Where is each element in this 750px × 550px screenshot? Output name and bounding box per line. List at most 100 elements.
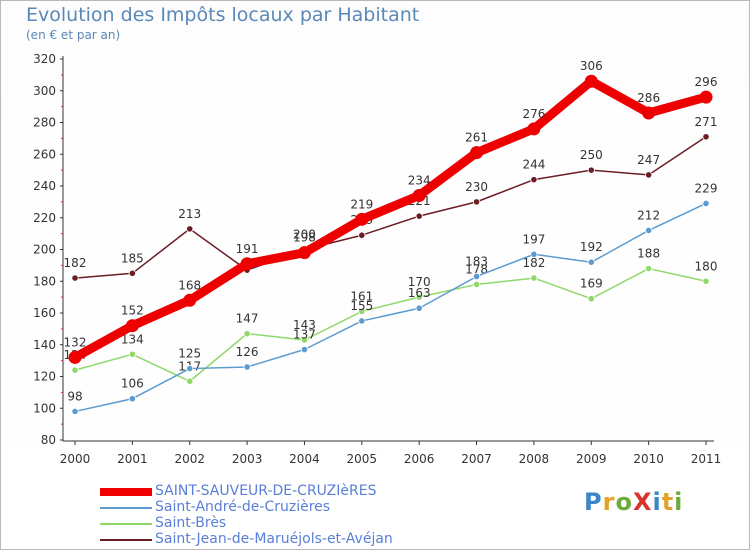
chart-title: Evolution des Impôts locaux par Habitant	[26, 4, 420, 26]
data-label-saint-jean-de-maruejols-et-avejan: 244	[522, 158, 545, 172]
series-line-saint-jean-de-maruejols-et-avejan	[74, 136, 707, 279]
data-point-saint-sauveur-de-cruzieres	[68, 350, 82, 364]
data-label-saint-bres: 170	[408, 275, 431, 289]
data-label-saint-bres: 188	[637, 247, 660, 261]
data-point-saint-andre-de-cruzieres	[587, 258, 595, 266]
data-label-saint-andre-de-cruzieres: 155	[350, 299, 373, 313]
y-tick-label: 320	[33, 52, 56, 66]
data-label-saint-jean-de-maruejols-et-avejan: 182	[64, 256, 87, 270]
data-point-saint-bres	[71, 366, 79, 374]
y-tick-label: 160	[33, 306, 56, 320]
data-label-saint-andre-de-cruzieres: 192	[580, 240, 603, 254]
series-line-saint-bres	[74, 267, 707, 383]
data-point-saint-jean-de-maruejols-et-avejan	[358, 231, 366, 239]
y-tick-label: 220	[33, 211, 56, 225]
data-label-saint-sauveur-de-cruzieres: 152	[121, 304, 144, 318]
data-label-saint-sauveur-de-cruzieres: 276	[522, 107, 545, 121]
series-line-saint-andre-de-cruzieres	[74, 202, 707, 413]
data-point-saint-bres	[128, 350, 136, 358]
data-point-saint-jean-de-maruejols-et-avejan	[530, 176, 538, 184]
data-point-saint-bres	[587, 295, 595, 303]
data-label-saint-andre-de-cruzieres: 197	[522, 232, 545, 246]
data-point-saint-bres	[645, 264, 653, 273]
x-tick-label: 2000	[60, 452, 91, 466]
y-tick-label: 200	[33, 243, 56, 257]
data-point-saint-andre-de-cruzieres	[472, 272, 481, 281]
data-label-saint-sauveur-de-cruzieres: 168	[178, 278, 201, 292]
data-point-saint-andre-de-cruzieres	[186, 364, 194, 373]
legend-swatch-saint-bres	[100, 523, 152, 525]
data-point-saint-sauveur-de-cruzieres	[642, 106, 656, 120]
data-point-saint-jean-de-maruejols-et-avejan	[186, 225, 194, 233]
data-point-saint-andre-de-cruzieres	[702, 199, 710, 208]
data-label-saint-andre-de-cruzieres: 98	[67, 389, 82, 403]
data-label-saint-jean-de-maruejols-et-avejan: 271	[695, 115, 718, 129]
data-label-saint-bres: 182	[522, 256, 545, 270]
data-label-saint-andre-de-cruzieres: 229	[695, 181, 718, 195]
data-point-saint-sauveur-de-cruzieres	[125, 319, 139, 333]
y-tick-label: 120	[33, 370, 56, 384]
x-tick-label: 2007	[461, 452, 492, 466]
data-point-saint-jean-de-maruejols-et-avejan	[587, 166, 595, 174]
data-point-saint-bres	[243, 330, 251, 338]
data-label-saint-andre-de-cruzieres: 212	[637, 208, 660, 222]
data-point-saint-bres	[300, 336, 309, 344]
data-point-saint-jean-de-maruejols-et-avejan	[645, 171, 653, 179]
data-point-saint-sauveur-de-cruzieres	[470, 146, 484, 160]
proxiti-logo: ProXiti	[584, 488, 684, 516]
data-label-saint-sauveur-de-cruzieres: 296	[695, 75, 718, 89]
legend-swatch-saint-andre	[100, 507, 152, 509]
chart-subtitle: (en € et par an)	[26, 28, 121, 42]
data-label-saint-jean-de-maruejols-et-avejan: 230	[465, 180, 488, 194]
data-point-saint-bres	[702, 277, 710, 285]
x-tick-label: 2008	[519, 452, 550, 466]
data-point-saint-sauveur-de-cruzieres	[412, 189, 426, 203]
x-tick-label: 2010	[633, 452, 664, 466]
legend-label-saint-sauveur: SAINT-SAUVEUR-DE-CRUZIèRES	[155, 483, 377, 499]
data-label-saint-andre-de-cruzieres: 125	[178, 347, 201, 361]
data-label-saint-andre-de-cruzieres: 137	[293, 328, 316, 342]
data-label-saint-andre-de-cruzieres: 183	[465, 254, 488, 268]
data-label-saint-jean-de-maruejols-et-avejan: 200	[293, 228, 316, 242]
data-label-saint-bres: 143	[293, 318, 316, 332]
data-label-saint-bres: 134	[121, 332, 144, 346]
data-label-saint-sauveur-de-cruzieres: 234	[408, 174, 431, 188]
y-tick-label: 280	[33, 116, 56, 130]
data-label-saint-bres: 169	[580, 277, 603, 291]
data-point-saint-andre-de-cruzieres	[71, 407, 79, 416]
data-label-saint-bres: 178	[465, 262, 488, 276]
data-point-saint-andre-de-cruzieres	[645, 226, 653, 235]
legend-label-saint-bres: Saint-Brès	[155, 515, 227, 531]
data-point-saint-andre-de-cruzieres	[415, 304, 423, 312]
data-label-saint-andre-de-cruzieres: 106	[121, 377, 144, 391]
data-point-saint-sauveur-de-cruzieres	[584, 74, 598, 88]
data-label-saint-sauveur-de-cruzieres: 191	[236, 242, 259, 256]
data-label-saint-sauveur-de-cruzieres: 198	[293, 231, 316, 245]
x-tick-label: 2001	[117, 452, 148, 466]
x-tick-label: 2011	[691, 452, 722, 466]
data-point-saint-bres	[186, 377, 194, 385]
data-label-saint-sauveur-de-cruzieres: 132	[64, 335, 87, 349]
data-point-saint-bres	[472, 280, 481, 289]
data-point-saint-sauveur-de-cruzieres	[240, 257, 254, 271]
data-point-saint-jean-de-maruejols-et-avejan	[71, 274, 79, 282]
data-label-saint-sauveur-de-cruzieres: 306	[580, 59, 603, 73]
data-point-saint-jean-de-maruejols-et-avejan	[415, 212, 423, 220]
y-tick-label: 240	[33, 179, 56, 193]
data-point-saint-bres	[415, 293, 423, 301]
data-point-saint-bres	[530, 274, 538, 282]
legend-label-saint-andre: Saint-André-de-Cruzières	[155, 499, 331, 515]
data-point-saint-andre-de-cruzieres	[300, 345, 309, 354]
y-tick-label: 180	[33, 274, 56, 288]
data-point-saint-sauveur-de-cruzieres	[183, 293, 197, 307]
x-tick-label: 2003	[232, 452, 263, 466]
data-point-saint-jean-de-maruejols-et-avejan	[702, 133, 710, 141]
data-point-saint-jean-de-maruejols-et-avejan	[472, 198, 481, 206]
legend-swatch-saint-jean	[100, 539, 152, 541]
data-point-saint-andre-de-cruzieres	[128, 395, 136, 403]
legend-label-saint-jean: Saint-Jean-de-Maruéjols-et-Avéjan	[155, 531, 393, 547]
legend-swatch-saint-sauveur	[100, 488, 152, 496]
data-label-saint-bres: 161	[350, 289, 373, 303]
